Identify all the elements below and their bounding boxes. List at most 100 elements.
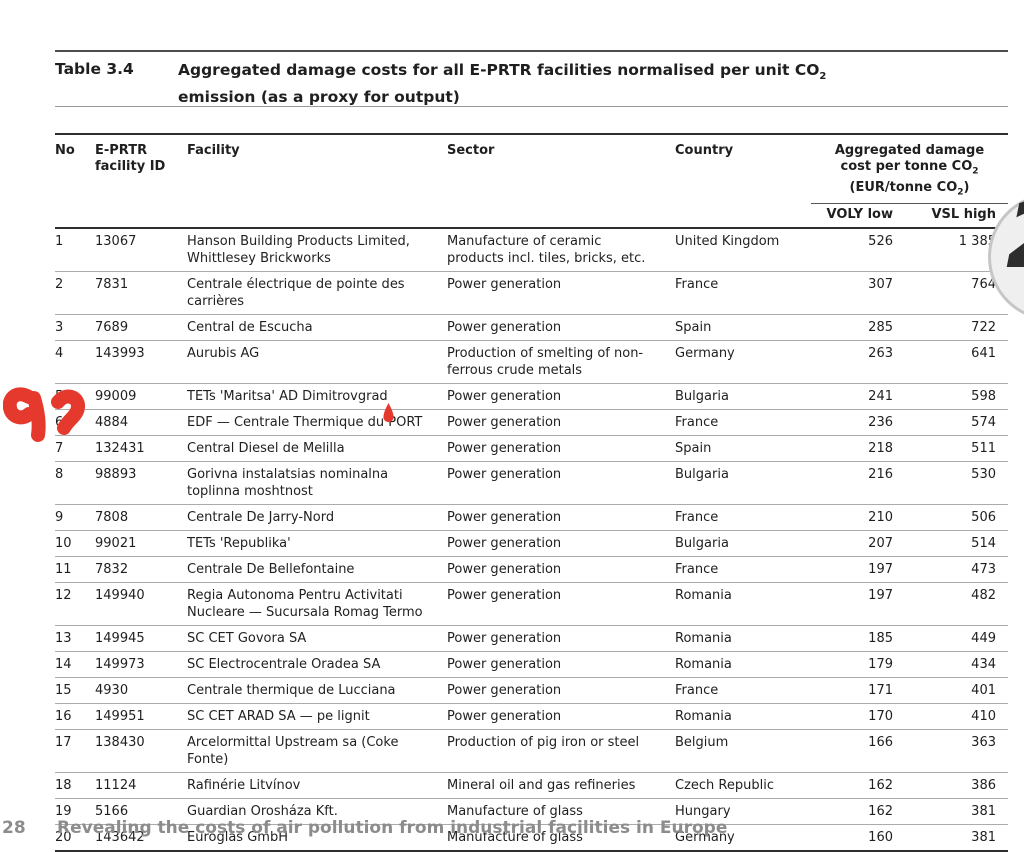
row-number-cell: 1	[55, 234, 64, 250]
table-row: 5 99009 TETs 'Maritsa' AD Dimitrovgrad P…	[55, 383, 1008, 410]
vsl-high-cell: 401	[893, 677, 1008, 704]
facility-id-cell: 7832	[95, 556, 187, 583]
table-row: 20 143642 Euroglas GmbH Manufacture of g…	[55, 824, 1008, 852]
sector-cell: Power generation	[447, 383, 675, 410]
country-cell: Czech Republic	[675, 772, 811, 799]
sector-cell: Power generation	[447, 461, 675, 505]
table-label: Table 3.4	[55, 60, 134, 78]
voly-low-cell: 526	[868, 234, 893, 250]
vsl-high-cell: 381	[893, 824, 1008, 852]
col-header-vsl-high: VSL high	[931, 207, 996, 223]
sector-cell: Power generation	[447, 435, 675, 462]
sector-cell: Power generation	[447, 314, 675, 341]
vsl-high-cell: 473	[893, 556, 1008, 583]
facility-cell: SC CET Govora SA	[187, 625, 447, 652]
table-row: 19 5166 Guardian Orosháza Kft. Manufactu…	[55, 798, 1008, 825]
facility-cell: Gorivna instalatsias nominalna toplinna …	[187, 461, 447, 505]
voly-low-cell: 166	[811, 729, 893, 773]
sector-cell: Production of pig iron or steel	[447, 729, 675, 773]
table-row: 14 149973 SC Electrocentrale Oradea SA P…	[55, 651, 1008, 678]
damage-header-line3: (EUR/tonne CO	[849, 179, 958, 195]
facility-id-cell: 132431	[95, 435, 187, 462]
voly-low-cell: 185	[811, 625, 893, 652]
divider-top	[55, 50, 1008, 52]
facility-cell: Euroglas GmbH	[187, 824, 447, 852]
row-number-cell: 10	[55, 530, 95, 557]
facility-id-cell: 4930	[95, 677, 187, 704]
facility-cell: Guardian Orosháza Kft.	[187, 798, 447, 825]
table-row: 17 138430 Arcelormittal Upstream sa (Cok…	[55, 729, 1008, 773]
co2-subscript: 2	[972, 166, 979, 177]
vsl-high-cell: 434	[893, 651, 1008, 678]
vsl-high-cell: 386	[893, 772, 1008, 799]
damage-cost-table: No E-PRTR facility ID Facility Sector Co…	[55, 133, 1008, 852]
vsl-high-cell: 764	[893, 271, 1008, 315]
row-number-cell: 11	[55, 556, 95, 583]
country-cell: Bulgaria	[675, 530, 811, 557]
facility-cell: SC CET ARAD SA — pe lignit	[187, 703, 447, 730]
country-cell: France	[675, 271, 811, 315]
table-title-text: Aggregated damage costs for all E-PRTR f…	[178, 60, 826, 108]
sector-cell: Power generation	[447, 409, 675, 436]
country-cell: Romania	[675, 651, 811, 678]
damage-header-line1: Aggregated damage	[834, 143, 985, 158]
facility-id-cell: 149940	[95, 582, 187, 626]
facility-cell: Central de Escucha	[187, 314, 447, 341]
facility-id-cell: 149951	[95, 703, 187, 730]
red-dot-marker-icon	[383, 403, 394, 423]
divider-under-title	[55, 106, 1008, 107]
row-number-cell: 14	[55, 651, 95, 678]
country-cell: Bulgaria	[675, 461, 811, 505]
voly-low-cell: 285	[811, 314, 893, 341]
facility-id-cell: 11124	[95, 772, 187, 799]
facility-cell: TETs 'Republika'	[187, 530, 447, 557]
country-cell: France	[675, 677, 811, 704]
facility-id-cell: 7689	[95, 314, 187, 341]
row-number-cell: 8	[55, 461, 95, 505]
voly-low-cell: 170	[811, 703, 893, 730]
table-row: 15 4930 Centrale thermique de Lucciana P…	[55, 677, 1008, 704]
facility-id-cell: 7831	[95, 271, 187, 315]
sector-cell: Power generation	[447, 651, 675, 678]
voly-low-cell: 197	[811, 556, 893, 583]
table-row: 3 7689 Central de Escucha Power generati…	[55, 314, 1008, 341]
country-cell: Romania	[675, 625, 811, 652]
table-row: 18 11124 Rafinérie Litvínov Mineral oil …	[55, 772, 1008, 799]
row-number-cell: 3	[55, 314, 95, 341]
vsl-high-cell: 506	[893, 504, 1008, 531]
table-title: Table 3.4 Aggregated damage costs for al…	[55, 60, 1008, 108]
table-row: 2 7831 Centrale électrique de pointe des…	[55, 271, 1008, 315]
sector-cell: Power generation	[447, 530, 675, 557]
damage-header-line2: cost per tonne CO	[840, 159, 973, 174]
facility-id-cell: 7808	[95, 504, 187, 531]
row-number-cell: 20	[55, 824, 95, 852]
row-number-cell: 4	[55, 340, 95, 384]
vsl-high-cell: 641	[893, 340, 1008, 384]
table-row: 9 7808 Centrale De Jarry-Nord Power gene…	[55, 504, 1008, 531]
table-row: 1 13067 Hanson Building Products Limited…	[55, 228, 1008, 272]
vsl-high-cell: 514	[893, 530, 1008, 557]
facility-id-cell: 143642	[95, 824, 187, 852]
country-cell: Germany	[675, 824, 811, 852]
row-number-cell: 17	[55, 729, 95, 773]
facility-cell: Hanson Building Products Limited, Whittl…	[187, 234, 410, 267]
facility-id-cell: 13067	[95, 234, 137, 250]
table-row: 13 149945 SC CET Govora SA Power generat…	[55, 625, 1008, 652]
facility-cell: Rafinérie Litvínov	[187, 772, 447, 799]
country-cell: Romania	[675, 703, 811, 730]
facility-id-cell: 5166	[95, 798, 187, 825]
vsl-high-cell: 381	[893, 798, 1008, 825]
facility-id-cell: 149945	[95, 625, 187, 652]
country-cell: France	[675, 504, 811, 531]
country-cell: United Kingdom	[675, 234, 780, 250]
facility-id-cell: 149973	[95, 651, 187, 678]
facility-cell: Arcelormittal Upstream sa (Coke Fonte)	[187, 729, 447, 773]
facility-cell: Central Diesel de Melilla	[187, 435, 447, 462]
title-line2: emission (as a proxy for output)	[178, 88, 460, 107]
voly-low-cell: 197	[811, 582, 893, 626]
sector-cell: Power generation	[447, 582, 675, 626]
voly-low-cell: 263	[811, 340, 893, 384]
table-row: 11 7832 Centrale De Bellefontaine Power …	[55, 556, 1008, 583]
table-row: 8 98893 Gorivna instalatsias nominalna t…	[55, 461, 1008, 505]
vsl-high-cell: 530	[893, 461, 1008, 505]
